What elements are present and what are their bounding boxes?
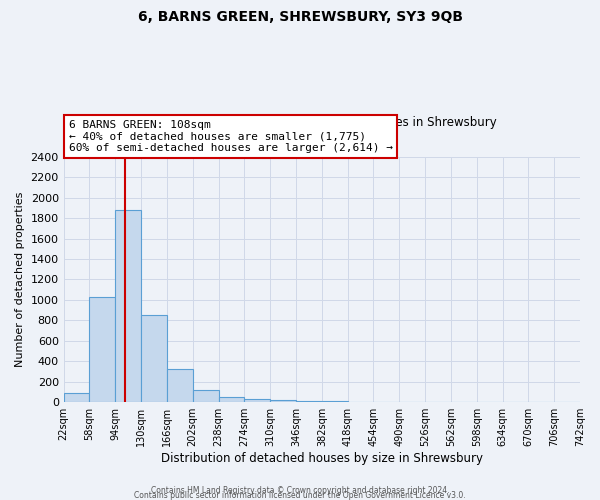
Bar [296, 400, 322, 402]
X-axis label: Distribution of detached houses by size in Shrewsbury: Distribution of detached houses by size … [161, 452, 483, 465]
Bar [193, 390, 218, 402]
Bar [218, 397, 244, 402]
Bar [167, 370, 193, 402]
Bar [141, 315, 167, 402]
Bar [89, 298, 115, 402]
Bar [322, 401, 347, 402]
Bar [244, 398, 270, 402]
Text: Contains public sector information licensed under the Open Government Licence v3: Contains public sector information licen… [134, 491, 466, 500]
Text: 6 BARNS GREEN: 108sqm
← 40% of detached houses are smaller (1,775)
60% of semi-d: 6 BARNS GREEN: 108sqm ← 40% of detached … [69, 120, 393, 153]
Text: 6, BARNS GREEN, SHREWSBURY, SY3 9QB: 6, BARNS GREEN, SHREWSBURY, SY3 9QB [137, 10, 463, 24]
Bar [64, 393, 89, 402]
Bar [115, 210, 141, 402]
Bar [270, 400, 296, 402]
Text: Contains HM Land Registry data © Crown copyright and database right 2024.: Contains HM Land Registry data © Crown c… [151, 486, 449, 495]
Title: Size of property relative to detached houses in Shrewsbury: Size of property relative to detached ho… [146, 116, 497, 129]
Y-axis label: Number of detached properties: Number of detached properties [15, 192, 25, 367]
